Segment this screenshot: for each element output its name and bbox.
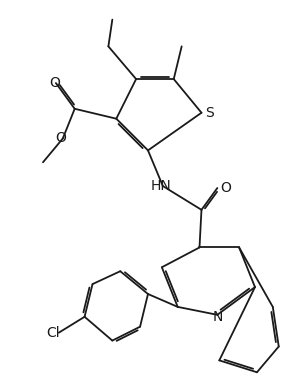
- Text: O: O: [49, 76, 60, 90]
- Text: Cl: Cl: [46, 326, 60, 339]
- Text: HN: HN: [151, 179, 171, 193]
- Text: N: N: [212, 310, 223, 324]
- Text: O: O: [55, 131, 66, 146]
- Text: S: S: [205, 106, 214, 120]
- Text: O: O: [220, 181, 231, 195]
